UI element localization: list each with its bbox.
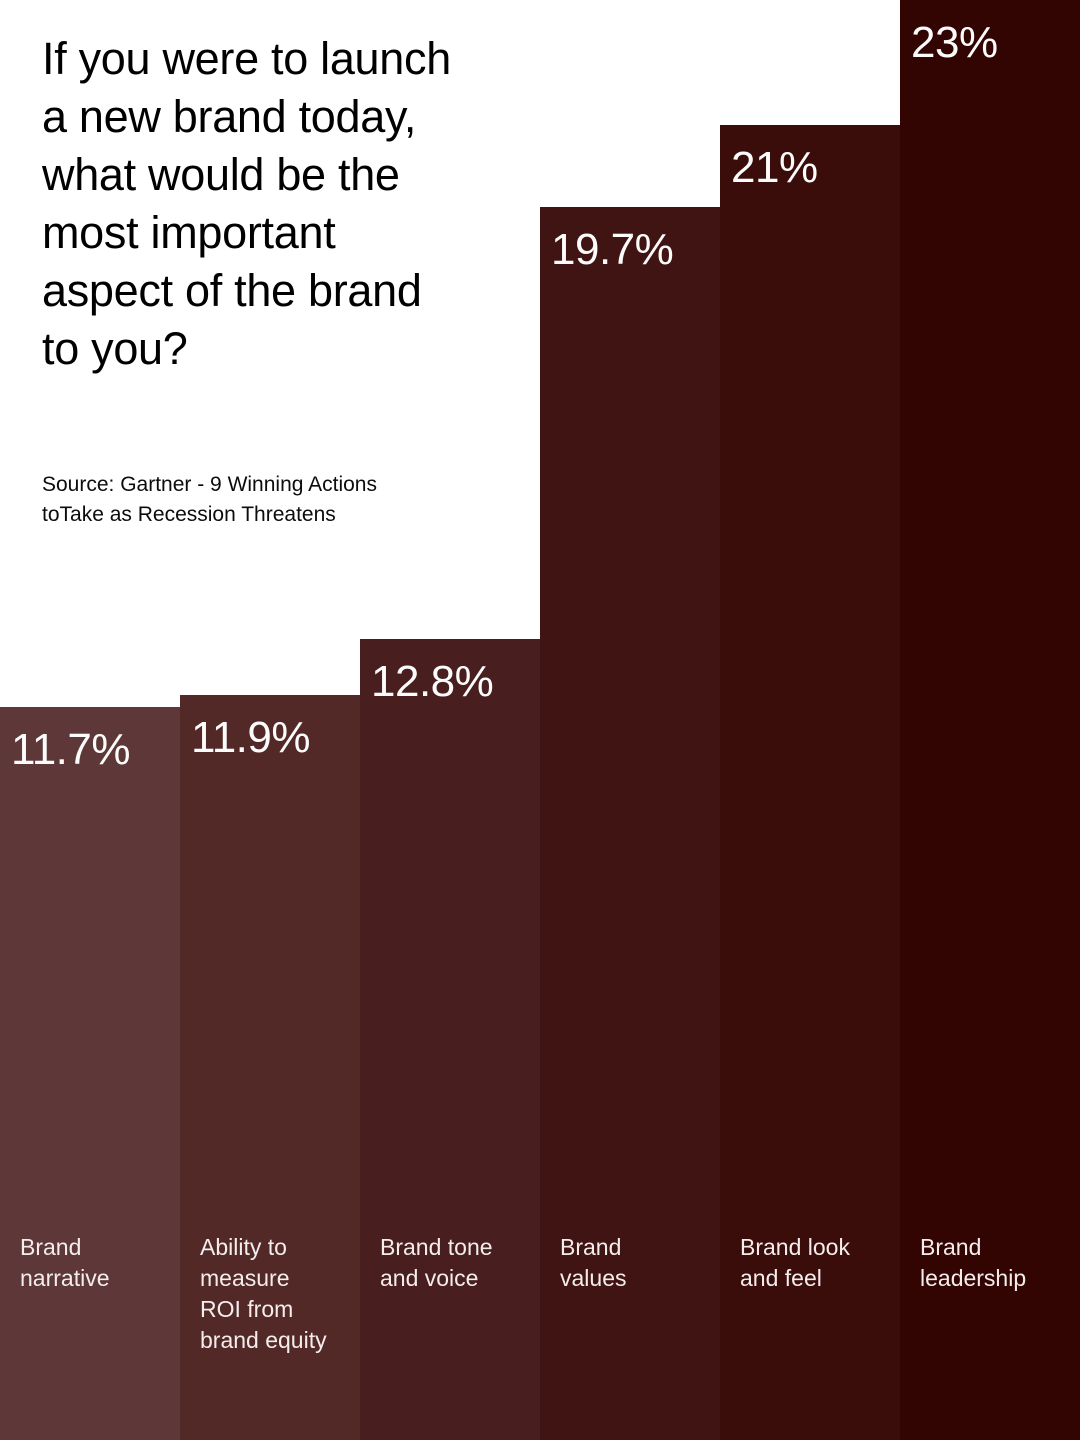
bar-1: 11.7% bbox=[0, 707, 180, 1440]
bar-3: 12.8% bbox=[360, 639, 540, 1440]
bar-4: 19.7% bbox=[540, 207, 720, 1440]
value-label-1: 11.7% bbox=[11, 725, 131, 774]
title-line: aspect of the brand bbox=[42, 265, 422, 316]
source-line: Source: Gartner - 9 Winning Actions bbox=[42, 473, 377, 496]
value-label-4: 19.7% bbox=[551, 225, 674, 274]
value-label-2: 11.9% bbox=[191, 713, 311, 762]
source-line: toTake as Recession Threatens bbox=[42, 503, 336, 526]
title-line: what would be the bbox=[42, 149, 400, 200]
category-label-1: Brand narrative bbox=[20, 1234, 110, 1291]
category-label-2: Ability to measure ROI from brand equity bbox=[200, 1234, 327, 1353]
value-label-5: 21% bbox=[731, 143, 818, 192]
page-title: If you were to launch a new brand today,… bbox=[42, 30, 482, 378]
category-label-3: Brand tone and voice bbox=[380, 1234, 493, 1291]
title-line: a new brand today, bbox=[42, 91, 417, 142]
title-line: to you? bbox=[42, 323, 188, 374]
category-label-4: Brand values bbox=[560, 1234, 627, 1291]
source-note: Source: Gartner - 9 Winning Actions toTa… bbox=[42, 470, 377, 530]
bar-5: 21% bbox=[720, 125, 900, 1440]
value-label-3: 12.8% bbox=[371, 657, 494, 706]
bar-2: 11.9% bbox=[180, 695, 360, 1440]
value-label-6: 23% bbox=[911, 18, 998, 67]
category-label-5: Brand look and feel bbox=[740, 1234, 850, 1291]
title-line: most important bbox=[42, 207, 336, 258]
category-label-6: Brand leadership bbox=[920, 1234, 1027, 1291]
title-line: If you were to launch bbox=[42, 33, 451, 84]
bar-6: 23% bbox=[900, 0, 1080, 1440]
